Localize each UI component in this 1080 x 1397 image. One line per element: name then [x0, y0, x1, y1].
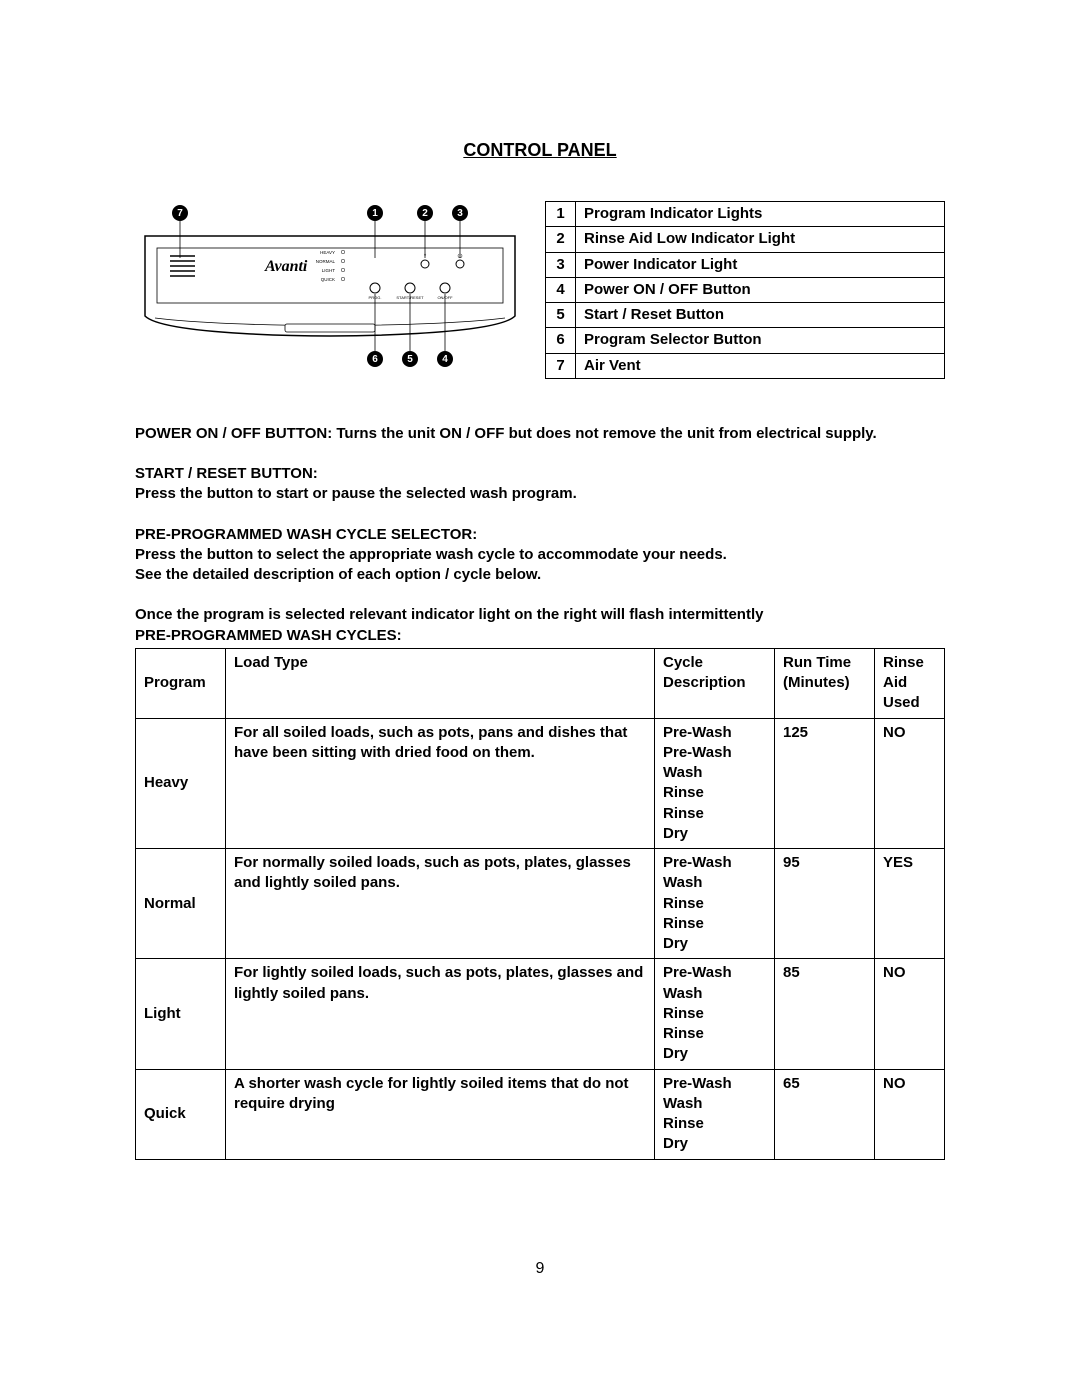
- load-type-cell: For lightly soiled loads, such as pots, …: [226, 959, 655, 1069]
- svg-text:NORMAL: NORMAL: [316, 259, 336, 264]
- rinse-aid-cell: YES: [875, 849, 945, 959]
- svg-text:4: 4: [442, 354, 448, 365]
- cycles-row: HeavyFor all soiled loads, such as pots,…: [136, 718, 945, 849]
- document-page: CONTROL PANEL Avanti HEAVY NORMAL LIGHT QUIC…: [0, 0, 1080, 1338]
- cycle-desc-cell: Pre-Wash Wash Rinse Rinse Dry: [655, 959, 775, 1069]
- legend-number: 5: [546, 303, 576, 328]
- cycle-desc-cell: Pre-Wash Wash Rinse Dry: [655, 1069, 775, 1159]
- load-type-cell: For all soiled loads, such as pots, pans…: [226, 718, 655, 849]
- legend-table: 1Program Indicator Lights2Rinse Aid Low …: [545, 201, 945, 379]
- legend-row: 1Program Indicator Lights: [546, 202, 945, 227]
- cycle-desc-cell: Pre-Wash Wash Rinse Rinse Dry: [655, 849, 775, 959]
- legend-row: 2Rinse Aid Low Indicator Light: [546, 227, 945, 252]
- legend-row: 7Air Vent: [546, 353, 945, 378]
- legend-row: 5Start / Reset Button: [546, 303, 945, 328]
- rinse-aid-cell: NO: [875, 718, 945, 849]
- body-text: POWER ON / OFF BUTTON: Turns the unit ON…: [135, 424, 945, 646]
- legend-label: Air Vent: [576, 353, 945, 378]
- svg-text:3: 3: [457, 208, 463, 219]
- program-cell: Light: [136, 959, 226, 1069]
- legend-row: 6Program Selector Button: [546, 328, 945, 353]
- selector-heading: PRE-PROGRAMMED WASH CYCLE SELECTOR:: [135, 526, 477, 543]
- load-type-cell: A shorter wash cycle for lightly soiled …: [226, 1069, 655, 1159]
- cycles-row: NormalFor normally soiled loads, such as…: [136, 849, 945, 959]
- svg-text:5: 5: [407, 354, 413, 365]
- legend-number: 2: [546, 227, 576, 252]
- legend-label: Power Indicator Light: [576, 252, 945, 277]
- svg-text:6: 6: [372, 354, 378, 365]
- load-type-cell: For normally soiled loads, such as pots,…: [226, 849, 655, 959]
- run-time-cell: 125: [775, 718, 875, 849]
- legend-number: 3: [546, 252, 576, 277]
- svg-text:QUICK: QUICK: [321, 277, 335, 282]
- legend-number: 1: [546, 202, 576, 227]
- cycles-header-cell: Run Time (Minutes): [775, 648, 875, 718]
- cycle-desc-cell: Pre-Wash Pre-Wash Wash Rinse Rinse Dry: [655, 718, 775, 849]
- selector-desc-1: Press the button to select the appropria…: [135, 546, 727, 563]
- legend-row: 4Power ON / OFF Button: [546, 277, 945, 302]
- svg-text:1: 1: [372, 208, 378, 219]
- program-cell: Normal: [136, 849, 226, 959]
- control-panel-diagram: AvantiHEAVYNORMALLIGHTQUICK*⏻PROG.START/…: [135, 201, 525, 371]
- svg-text:HEAVY: HEAVY: [320, 250, 335, 255]
- cycles-header-cell: Load Type: [226, 648, 655, 718]
- cycles-header-cell: Cycle Description: [655, 648, 775, 718]
- cycles-row: LightFor lightly soiled loads, such as p…: [136, 959, 945, 1069]
- program-cell: Heavy: [136, 718, 226, 849]
- legend-label: Start / Reset Button: [576, 303, 945, 328]
- legend-number: 7: [546, 353, 576, 378]
- legend-label: Rinse Aid Low Indicator Light: [576, 227, 945, 252]
- legend-row: 3Power Indicator Light: [546, 252, 945, 277]
- legend-number: 4: [546, 277, 576, 302]
- svg-text:7: 7: [177, 208, 183, 219]
- svg-text:Avanti: Avanti: [264, 258, 308, 275]
- selector-desc-2: See the detailed description of each opt…: [135, 566, 541, 583]
- cycles-row: QuickA shorter wash cycle for lightly so…: [136, 1069, 945, 1159]
- legend-label: Program Indicator Lights: [576, 202, 945, 227]
- rinse-aid-cell: NO: [875, 959, 945, 1069]
- rinse-aid-cell: NO: [875, 1069, 945, 1159]
- start-reset-heading: START / RESET BUTTON:: [135, 465, 318, 482]
- legend-label: Power ON / OFF Button: [576, 277, 945, 302]
- page-title: CONTROL PANEL: [135, 140, 945, 161]
- panel-svg: AvantiHEAVYNORMALLIGHTQUICK*⏻PROG.START/…: [135, 201, 525, 371]
- cycles-header-cell: Program: [136, 648, 226, 718]
- start-reset-desc: Press the button to start or pause the s…: [135, 485, 577, 502]
- legend-label: Program Selector Button: [576, 328, 945, 353]
- program-cell: Quick: [136, 1069, 226, 1159]
- svg-text:2: 2: [422, 208, 428, 219]
- svg-text:LIGHT: LIGHT: [322, 268, 336, 273]
- top-region: AvantiHEAVYNORMALLIGHTQUICK*⏻PROG.START/…: [135, 201, 945, 379]
- power-onoff-desc: POWER ON / OFF BUTTON: Turns the unit ON…: [135, 424, 945, 444]
- cycles-header-cell: Rinse Aid Used: [875, 648, 945, 718]
- wash-cycles-table: ProgramLoad TypeCycle DescriptionRun Tim…: [135, 648, 945, 1160]
- run-time-cell: 65: [775, 1069, 875, 1159]
- page-number: 9: [135, 1260, 945, 1278]
- run-time-cell: 95: [775, 849, 875, 959]
- cycles-header-row: ProgramLoad TypeCycle DescriptionRun Tim…: [136, 648, 945, 718]
- run-time-cell: 85: [775, 959, 875, 1069]
- cycles-heading: PRE-PROGRAMMED WASH CYCLES:: [135, 626, 945, 646]
- legend-number: 6: [546, 328, 576, 353]
- indicator-note: Once the program is selected relevant in…: [135, 605, 945, 625]
